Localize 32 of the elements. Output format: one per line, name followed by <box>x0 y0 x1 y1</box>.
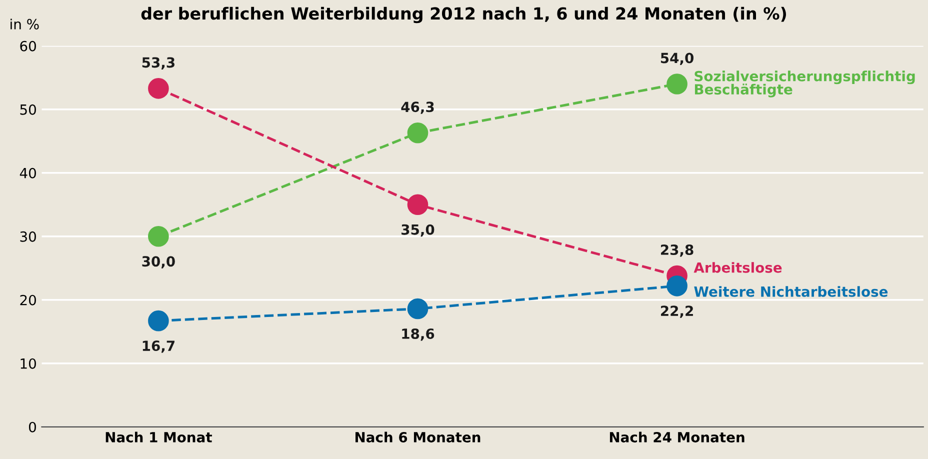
data-label: 23,8 <box>660 244 694 257</box>
data-label: 30,0 <box>142 256 175 268</box>
y-tick-label: 30 <box>20 231 36 242</box>
y-tick-label: 50 <box>20 104 36 115</box>
x-tick-label: Nach 24 Monaten <box>610 432 744 442</box>
data-label: 16,7 <box>142 340 174 353</box>
data-label: 54,0 <box>660 52 694 66</box>
x-tick-label: Nach 1 Monat <box>106 432 212 442</box>
data-label: 46,3 <box>401 102 434 114</box>
y-tick-label: 60 <box>20 40 36 52</box>
x-tick-label: Nach 6 Monaten <box>356 432 480 442</box>
point <box>666 275 688 296</box>
point <box>666 74 688 94</box>
data-label: 53,3 <box>142 57 174 70</box>
chart-title: der beruflichen Weiterbildung 2012 nach 1, 6 und 24 Monaten (in %) <box>141 6 786 24</box>
data-label: 35,0 <box>402 224 434 237</box>
y-tick-label: 40 <box>20 168 36 178</box>
point <box>407 122 428 144</box>
y-tick-label: 20 <box>20 294 36 306</box>
series-label: Arbeitslose <box>694 262 782 273</box>
point <box>407 298 428 320</box>
point <box>148 310 169 332</box>
point <box>148 78 169 99</box>
series-label: Weitere Nichtarbeitslose <box>694 286 888 297</box>
y-tick-label: 10 <box>20 358 36 369</box>
y-tick-label: 0 <box>28 422 36 432</box>
data-label: 18,6 <box>402 328 434 341</box>
data-label: 22,2 <box>660 306 693 318</box>
point <box>148 226 169 247</box>
point <box>407 194 428 216</box>
series-label: Sozialversicherungspflichtig Beschäftigte <box>694 70 915 98</box>
y-axis-title: in % <box>10 18 39 30</box>
